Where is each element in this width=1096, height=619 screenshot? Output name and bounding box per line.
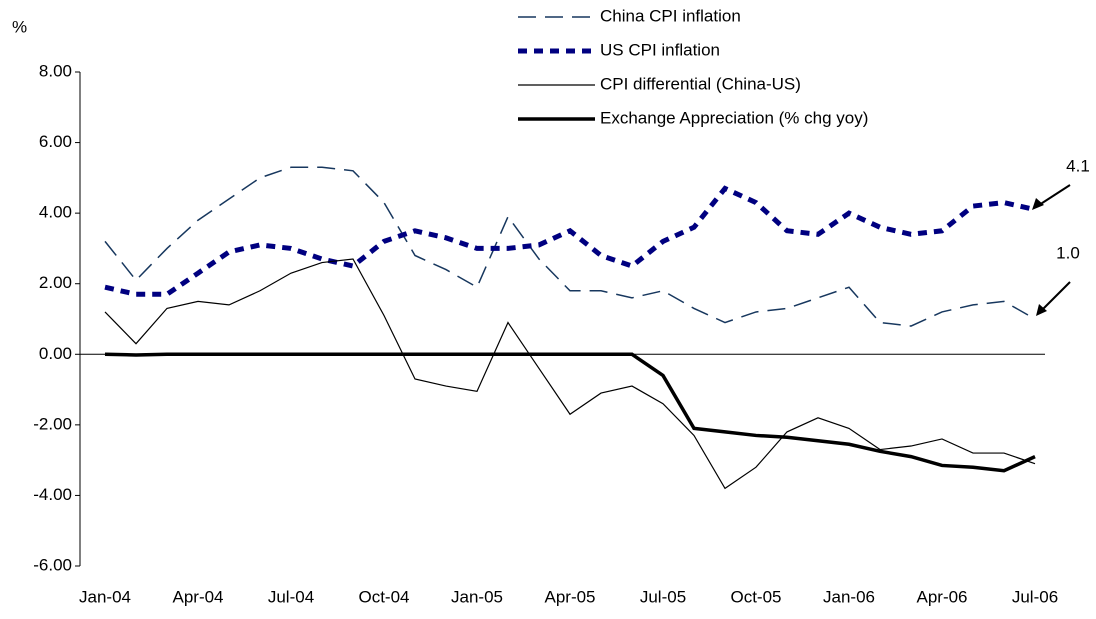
series-line	[104, 352, 1036, 473]
x-tick-label: Jul-05	[640, 587, 686, 606]
series-line	[104, 166, 1036, 327]
y-tick-label: -2.00	[33, 414, 72, 433]
y-tick-label: 0.00	[39, 344, 72, 363]
y-axis-label: %	[12, 17, 27, 36]
x-tick-label: Jul-06	[1012, 587, 1058, 606]
y-tick-label: 4.00	[39, 203, 72, 222]
x-tick-label: Oct-04	[358, 587, 409, 606]
y-tick-label: -4.00	[33, 485, 72, 504]
y-tick-label: 6.00	[39, 132, 72, 151]
y-tick-label: 2.00	[39, 273, 72, 292]
x-tick-label: Jan-04	[79, 587, 131, 606]
x-tick-label: Jul-04	[268, 587, 314, 606]
annotation: 1.0	[1056, 243, 1080, 262]
y-tick-label: -6.00	[33, 555, 72, 574]
annotation-arrow	[1039, 281, 1071, 313]
annotation: 4.1	[1066, 156, 1090, 175]
series-line	[104, 185, 1036, 297]
x-tick-label: Apr-04	[172, 587, 223, 606]
legend-label: Exchange Appreciation (% chg yoy)	[600, 108, 868, 127]
legend-label: US CPI inflation	[600, 40, 720, 59]
x-tick-label: Oct-05	[730, 587, 781, 606]
x-tick-label: Apr-06	[916, 587, 967, 606]
annotation-arrowhead	[1036, 304, 1047, 316]
y-tick-label: 8.00	[39, 61, 72, 80]
x-tick-label: Apr-05	[544, 587, 595, 606]
x-tick-label: Jan-06	[823, 587, 875, 606]
x-tick-label: Jan-05	[451, 587, 503, 606]
legend-label: CPI differential (China-US)	[600, 74, 801, 93]
annotation-arrowhead	[1032, 198, 1044, 210]
legend-label: China CPI inflation	[600, 6, 741, 25]
